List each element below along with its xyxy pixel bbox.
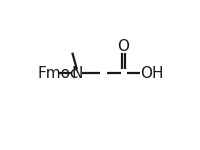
Text: Fmoc: Fmoc [37, 66, 79, 81]
Text: O: O [117, 39, 129, 54]
Text: OH: OH [140, 66, 164, 81]
Text: N: N [71, 66, 83, 81]
